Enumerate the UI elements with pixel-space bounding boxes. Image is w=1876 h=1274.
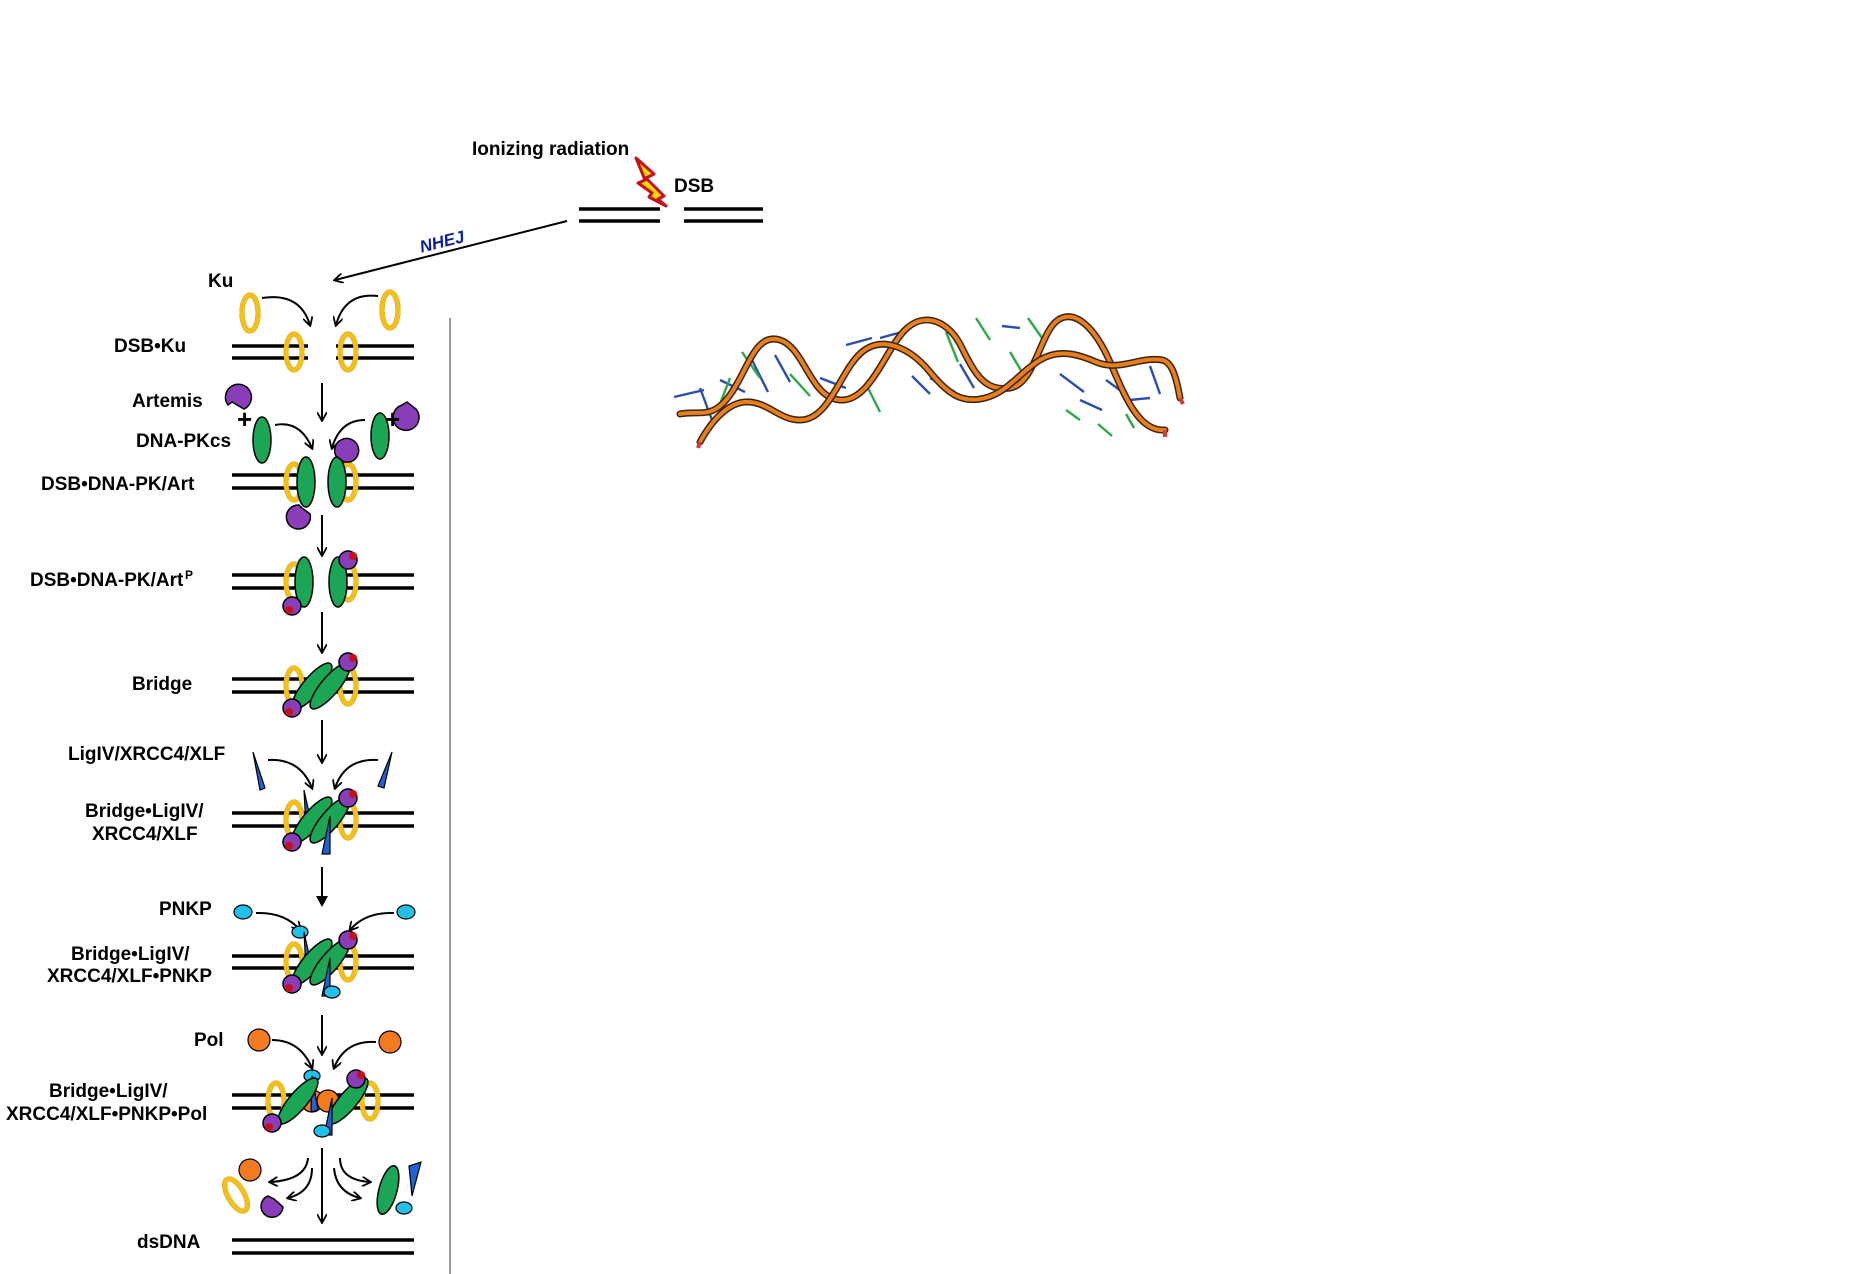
artemis-label: Artemis (132, 391, 203, 412)
artemis-pacman-icon (224, 383, 420, 432)
ku-label: Ku (208, 271, 233, 292)
phospho-superscript: P (185, 568, 193, 582)
ku-bound-rings (283, 331, 359, 373)
bridge-pnkp-label-line1: Bridge•LigIV/ (71, 944, 190, 965)
stage-dnapkcs-artemis: + + (224, 383, 420, 530)
dsb-dna-strands (579, 207, 763, 223)
stage-pnkp (233, 904, 416, 999)
dna-helix-structure-icon (673, 313, 1185, 449)
pnkp-ellipse-icon (233, 904, 416, 920)
lightning-bolt-icon (634, 156, 668, 208)
bridge-pol-label-line2: XRCC4/XLF•PNKP•Pol (6, 1104, 207, 1125)
bridge-ligiv-label-line2: XRCC4/XLF (92, 824, 198, 845)
pol-label: Pol (194, 1030, 224, 1051)
bridge-ligiv-label-line1: Bridge•LigIV/ (85, 801, 204, 822)
stage-ligase (252, 751, 393, 855)
dna-duplex-segments (232, 344, 414, 1255)
dsb-dnapk-art-label: DSB•DNA-PK/Art (41, 474, 195, 495)
stage-bridge (282, 652, 359, 718)
ligiv-xrcc4-xlf-label: LigIV/XRCC4/XLF (68, 744, 225, 765)
dsdna-label: dsDNA (137, 1232, 201, 1253)
ionizing-radiation-label: Ionizing radiation (472, 139, 629, 160)
stage-ku-binding (239, 289, 401, 373)
dna-pkcs-ellipse-icon (252, 412, 390, 464)
bridge-pol-label-line1: Bridge•LigIV/ (49, 1081, 168, 1102)
ku-ring-icon (239, 289, 401, 334)
stage-release (222, 1157, 422, 1218)
dna-pkcs-label: DNA-PKcs (136, 431, 231, 452)
bridge-label: Bridge (132, 674, 192, 695)
pnkp-label: PNKP (159, 899, 212, 920)
dsb-label: DSB (674, 176, 714, 197)
dsb-ku-label: DSB•Ku (114, 336, 186, 357)
stage-pol (247, 1028, 402, 1138)
plus-sign-left: + (237, 404, 252, 434)
dsb-dnapk-artp-label: DSB•DNA-PK/Art (30, 570, 184, 591)
dsb-dnapk-art-complex (283, 437, 360, 530)
pol-circle-icon (247, 1028, 402, 1054)
nhej-arrow (335, 220, 568, 280)
stage-dnapk-artp (282, 550, 359, 616)
phosphate-star-icon (285, 552, 357, 614)
ligase-wedge-icon (252, 751, 393, 791)
bridge-pnkp-label-line2: XRCC4/XLF•PNKP (47, 966, 212, 987)
stage-labels: Ku DSB•Ku Artemis DNA-PKcs DSB•DNA-PK/Ar… (6, 271, 233, 1253)
header-group: Ionizing radiation DSB NHEJ (335, 139, 763, 280)
